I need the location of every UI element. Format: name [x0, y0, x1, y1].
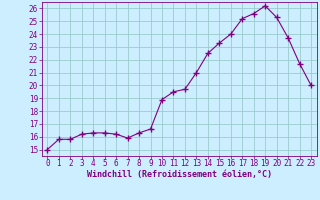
X-axis label: Windchill (Refroidissement éolien,°C): Windchill (Refroidissement éolien,°C)	[87, 170, 272, 179]
